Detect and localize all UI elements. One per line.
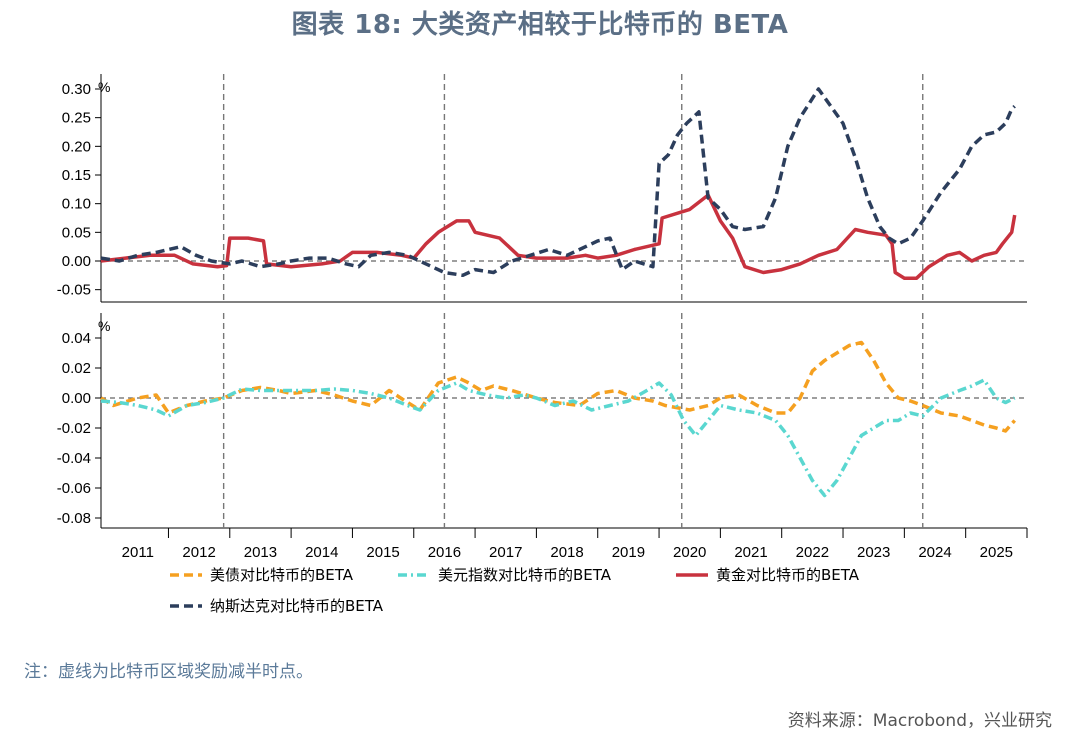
y-tick-label: -0.06 (57, 480, 91, 497)
legend-label: 美元指数对比特币的BETA (438, 566, 612, 584)
x-tick-label: 2014 (305, 544, 338, 561)
y-tick-label: 0.02 (62, 360, 91, 377)
y-tick-label: -0.04 (57, 450, 91, 467)
legend-label: 美债对比特币的BETA (210, 566, 354, 584)
legend-label: 纳斯达克对比特币的BETA (210, 597, 384, 615)
y-unit-label: % (98, 79, 110, 95)
series-line (100, 378, 1016, 498)
y-tick-label: 0.05 (62, 224, 91, 241)
x-tick-label: 2018 (550, 544, 583, 561)
x-tick-label: 2011 (122, 544, 154, 561)
x-tick-label: 2019 (612, 544, 645, 561)
x-tick-label: 2013 (244, 544, 277, 561)
x-tick-label: 2012 (182, 544, 215, 561)
y-tick-label: 0.20 (62, 138, 91, 155)
x-tick-label: 2022 (796, 544, 829, 561)
y-unit-label: % (98, 318, 110, 334)
x-tick-label: 2015 (366, 544, 399, 561)
y-tick-label: 0.00 (62, 390, 91, 407)
y-tick-label: 0.00 (62, 253, 91, 270)
x-tick-label: 2025 (980, 544, 1013, 561)
y-tick-label: 0.30 (62, 81, 91, 98)
y-tick-label: 0.10 (62, 196, 91, 213)
y-tick-label: -0.05 (57, 282, 91, 299)
chart-canvas: 0.30 0.25 0.20 0.15 0.10 0.05 0.00 -0.05% 0.04 0.… (57, 74, 1028, 615)
x-tick-label: 2016 (428, 544, 461, 561)
x-tick-label: 2017 (489, 544, 522, 561)
y-tick-label: 0.04 (62, 330, 91, 347)
x-tick-label: 2023 (857, 544, 890, 561)
legend-label: 黄金对比特币的BETA (716, 566, 860, 584)
series-line (100, 87, 1016, 278)
series-line (100, 193, 1017, 280)
y-tick-label: -0.08 (57, 510, 91, 527)
y-tick-label: -0.02 (57, 420, 91, 437)
chart-note: 注：虚线为比特币区域奖励减半时点。 (24, 662, 313, 682)
series-line (100, 340, 1017, 433)
chart-title: 图表 18: 大类资产相较于比特币的 BETA (291, 10, 789, 40)
y-tick-label: 0.15 (62, 167, 91, 184)
y-tick-label: 0.25 (62, 110, 91, 127)
x-tick-label: 2020 (673, 544, 706, 561)
source-credit: 资料来源：Macrobond，兴业研究 (787, 711, 1052, 731)
x-tick-label: 2024 (918, 544, 951, 561)
x-tick-label: 2021 (734, 544, 767, 561)
